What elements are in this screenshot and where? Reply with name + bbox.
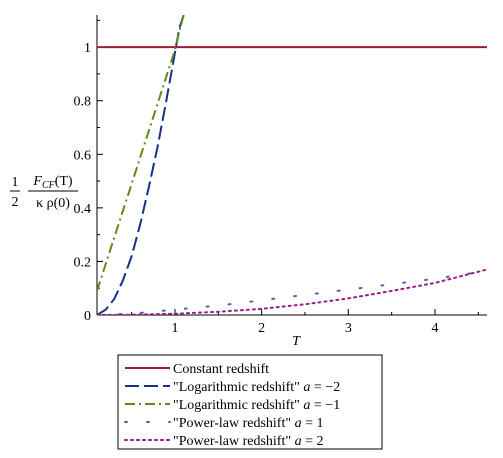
legend-label-1: Constant redshift — [173, 362, 269, 377]
legend: Constant redshift "Logarithmic redshift" … — [117, 354, 383, 450]
y-label-prefix-den: 2 — [12, 195, 19, 210]
y-label-numerator: FCF(T) — [32, 174, 73, 191]
axes — [96, 15, 487, 316]
legend-box — [117, 354, 383, 450]
series-line-4 — [97, 271, 480, 315]
y-label-prefix-num: 1 — [12, 175, 19, 190]
x-tick-label: 1 — [172, 321, 179, 336]
legend-entries: Constant redshift "Logarithmic redshift" … — [124, 362, 340, 449]
y-tick-label: 0.2 — [74, 255, 92, 270]
x-tick-label: 3 — [345, 321, 352, 336]
series-line-5 — [97, 268, 487, 315]
y-label-denominator: κ ρ(0) — [36, 196, 70, 211]
y-tick-label: 0.8 — [74, 95, 92, 110]
y-tick-label: 0.6 — [74, 148, 92, 163]
legend-label-3: "Logarithmic redshift" a = −1 — [173, 398, 340, 413]
legend-label-4: "Power-law redshift" a = 1 — [173, 416, 323, 431]
series-line-2 — [97, 15, 185, 315]
ticks: 1 2 3 4 0 0.2 0.4 0.6 0.8 1 — [74, 19, 479, 336]
legend-label-5: "Power-law redshift" a = 2 — [173, 434, 323, 449]
y-tick-label: 0.4 — [74, 202, 92, 217]
y-label-arg: (T) — [55, 174, 73, 189]
x-tick-label: 2 — [258, 321, 265, 336]
x-axis-label: T — [292, 334, 301, 349]
y-label-f: F — [32, 174, 42, 189]
y-label-sub: CF — [42, 180, 56, 191]
y-axis-label: 1 2 FCF(T) κ ρ(0) — [10, 174, 78, 211]
series-group — [97, 15, 487, 315]
x-tick-label: 4 — [432, 321, 439, 336]
legend-label-2: "Logarithmic redshift" a = −2 — [173, 380, 340, 395]
series-line-3 — [97, 15, 185, 292]
y-tick-label: 1 — [84, 41, 91, 56]
y-tick-label: 0 — [84, 309, 91, 324]
